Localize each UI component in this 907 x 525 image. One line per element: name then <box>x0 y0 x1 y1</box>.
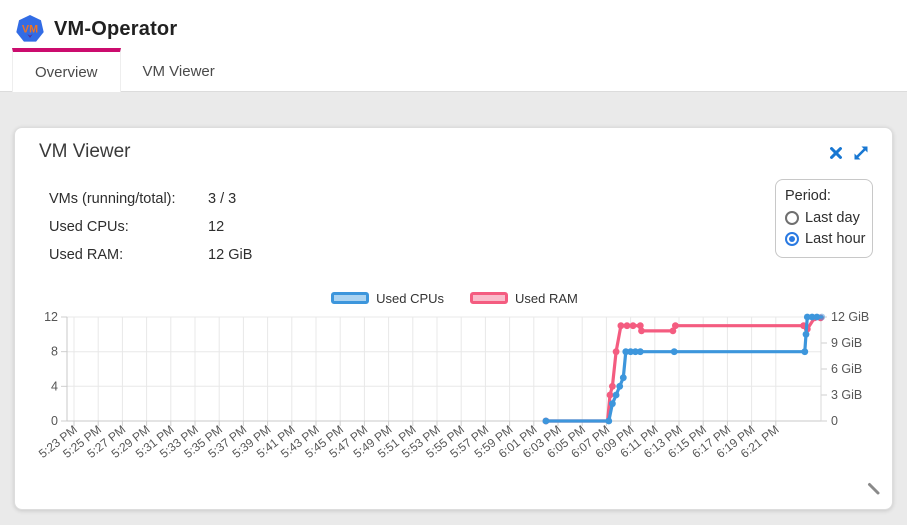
period-option-last-day[interactable]: Last day <box>785 210 863 226</box>
stat-label: Used RAM: <box>49 247 124 263</box>
tab-overview[interactable]: Overview <box>12 48 121 92</box>
axis-ticks <box>61 316 827 426</box>
axis-lines <box>66 317 822 422</box>
tab-vm-viewer[interactable]: VM Viewer <box>142 63 215 80</box>
period-option-label: Last hour <box>805 231 866 247</box>
close-icon[interactable] <box>828 145 844 161</box>
period-option-label: Last day <box>805 210 860 226</box>
svg-text:12: 12 <box>44 310 58 324</box>
legend-label: Used CPUs <box>376 290 445 306</box>
legend-used-cpus[interactable]: Used CPUs <box>331 291 444 306</box>
app-title: VM-Operator <box>54 17 178 40</box>
radio-unselected-icon[interactable] <box>785 211 799 225</box>
stats-list: VMs (running/total): 3 / 3 Used CPUs: 12… <box>49 190 252 274</box>
stat-value: 12 <box>208 219 225 235</box>
vm-viewer-card: VM Viewer VMs (running/total): 3 / 3 Use… <box>14 127 893 510</box>
used-ram-series <box>542 314 824 425</box>
stat-label: Used CPUs: <box>49 219 129 235</box>
used-cpus-series <box>542 313 826 425</box>
app-header: VM VM-Operator Overview VM Viewer <box>0 0 907 92</box>
svg-text:9 GiB: 9 GiB <box>831 336 862 350</box>
legend-used-ram[interactable]: Used RAM <box>470 291 578 306</box>
expand-icon[interactable] <box>852 144 870 162</box>
legend-label: Used RAM <box>515 290 578 306</box>
y-right-labels: 12 GiB 9 GiB 6 GiB 3 GiB 0 <box>831 310 869 428</box>
stat-row-ram: Used RAM: 12 GiB <box>49 246 252 264</box>
svg-text:0: 0 <box>831 414 838 428</box>
svg-text:4: 4 <box>51 379 58 393</box>
vm-operator-logo-icon: VM <box>16 14 44 42</box>
radio-selected-icon[interactable] <box>785 232 799 246</box>
chart-legend: Used CPUs Used RAM <box>15 290 894 306</box>
card-actions <box>828 144 870 162</box>
resize-grip-icon[interactable] <box>866 481 882 497</box>
stat-row-cpus: Used CPUs: 12 <box>49 218 252 236</box>
stat-label: VMs (running/total): <box>49 191 176 207</box>
gridlines <box>67 316 821 421</box>
tab-bar: Overview VM Viewer <box>0 48 907 92</box>
stat-value: 12 GiB <box>208 247 253 263</box>
svg-text:12 GiB: 12 GiB <box>831 310 869 324</box>
usage-chart: 5:23 PM5:25 PM5:27 PM5:29 PM5:31 PM5:33 … <box>36 310 869 461</box>
period-label: Period: <box>785 188 831 204</box>
stat-row-vms: VMs (running/total): 3 / 3 <box>49 190 252 208</box>
brand: VM VM-Operator <box>0 0 907 48</box>
period-panel: Period: Last day Last hour <box>775 179 873 258</box>
stat-value: 3 / 3 <box>208 191 237 207</box>
card-title: VM Viewer <box>39 141 131 162</box>
x-axis-labels: 5:23 PM5:25 PM5:27 PM5:29 PM5:31 PM5:33 … <box>36 422 782 461</box>
used-ram-swatch-icon <box>470 292 509 304</box>
usage-chart-area: Used CPUs Used RAM 5:23 PM 5:25 PM 5:27 PM… <box>15 284 894 503</box>
svg-text:0: 0 <box>51 414 58 428</box>
period-option-last-hour[interactable]: Last hour <box>785 231 866 247</box>
y-left-labels: 12 8 4 0 <box>44 310 58 428</box>
used-cpus-swatch-icon <box>331 292 370 304</box>
svg-text:6 GiB: 6 GiB <box>831 362 862 376</box>
svg-text:3 GiB: 3 GiB <box>831 388 862 402</box>
logo-text: VM <box>22 23 38 35</box>
svg-text:8: 8 <box>51 345 58 359</box>
